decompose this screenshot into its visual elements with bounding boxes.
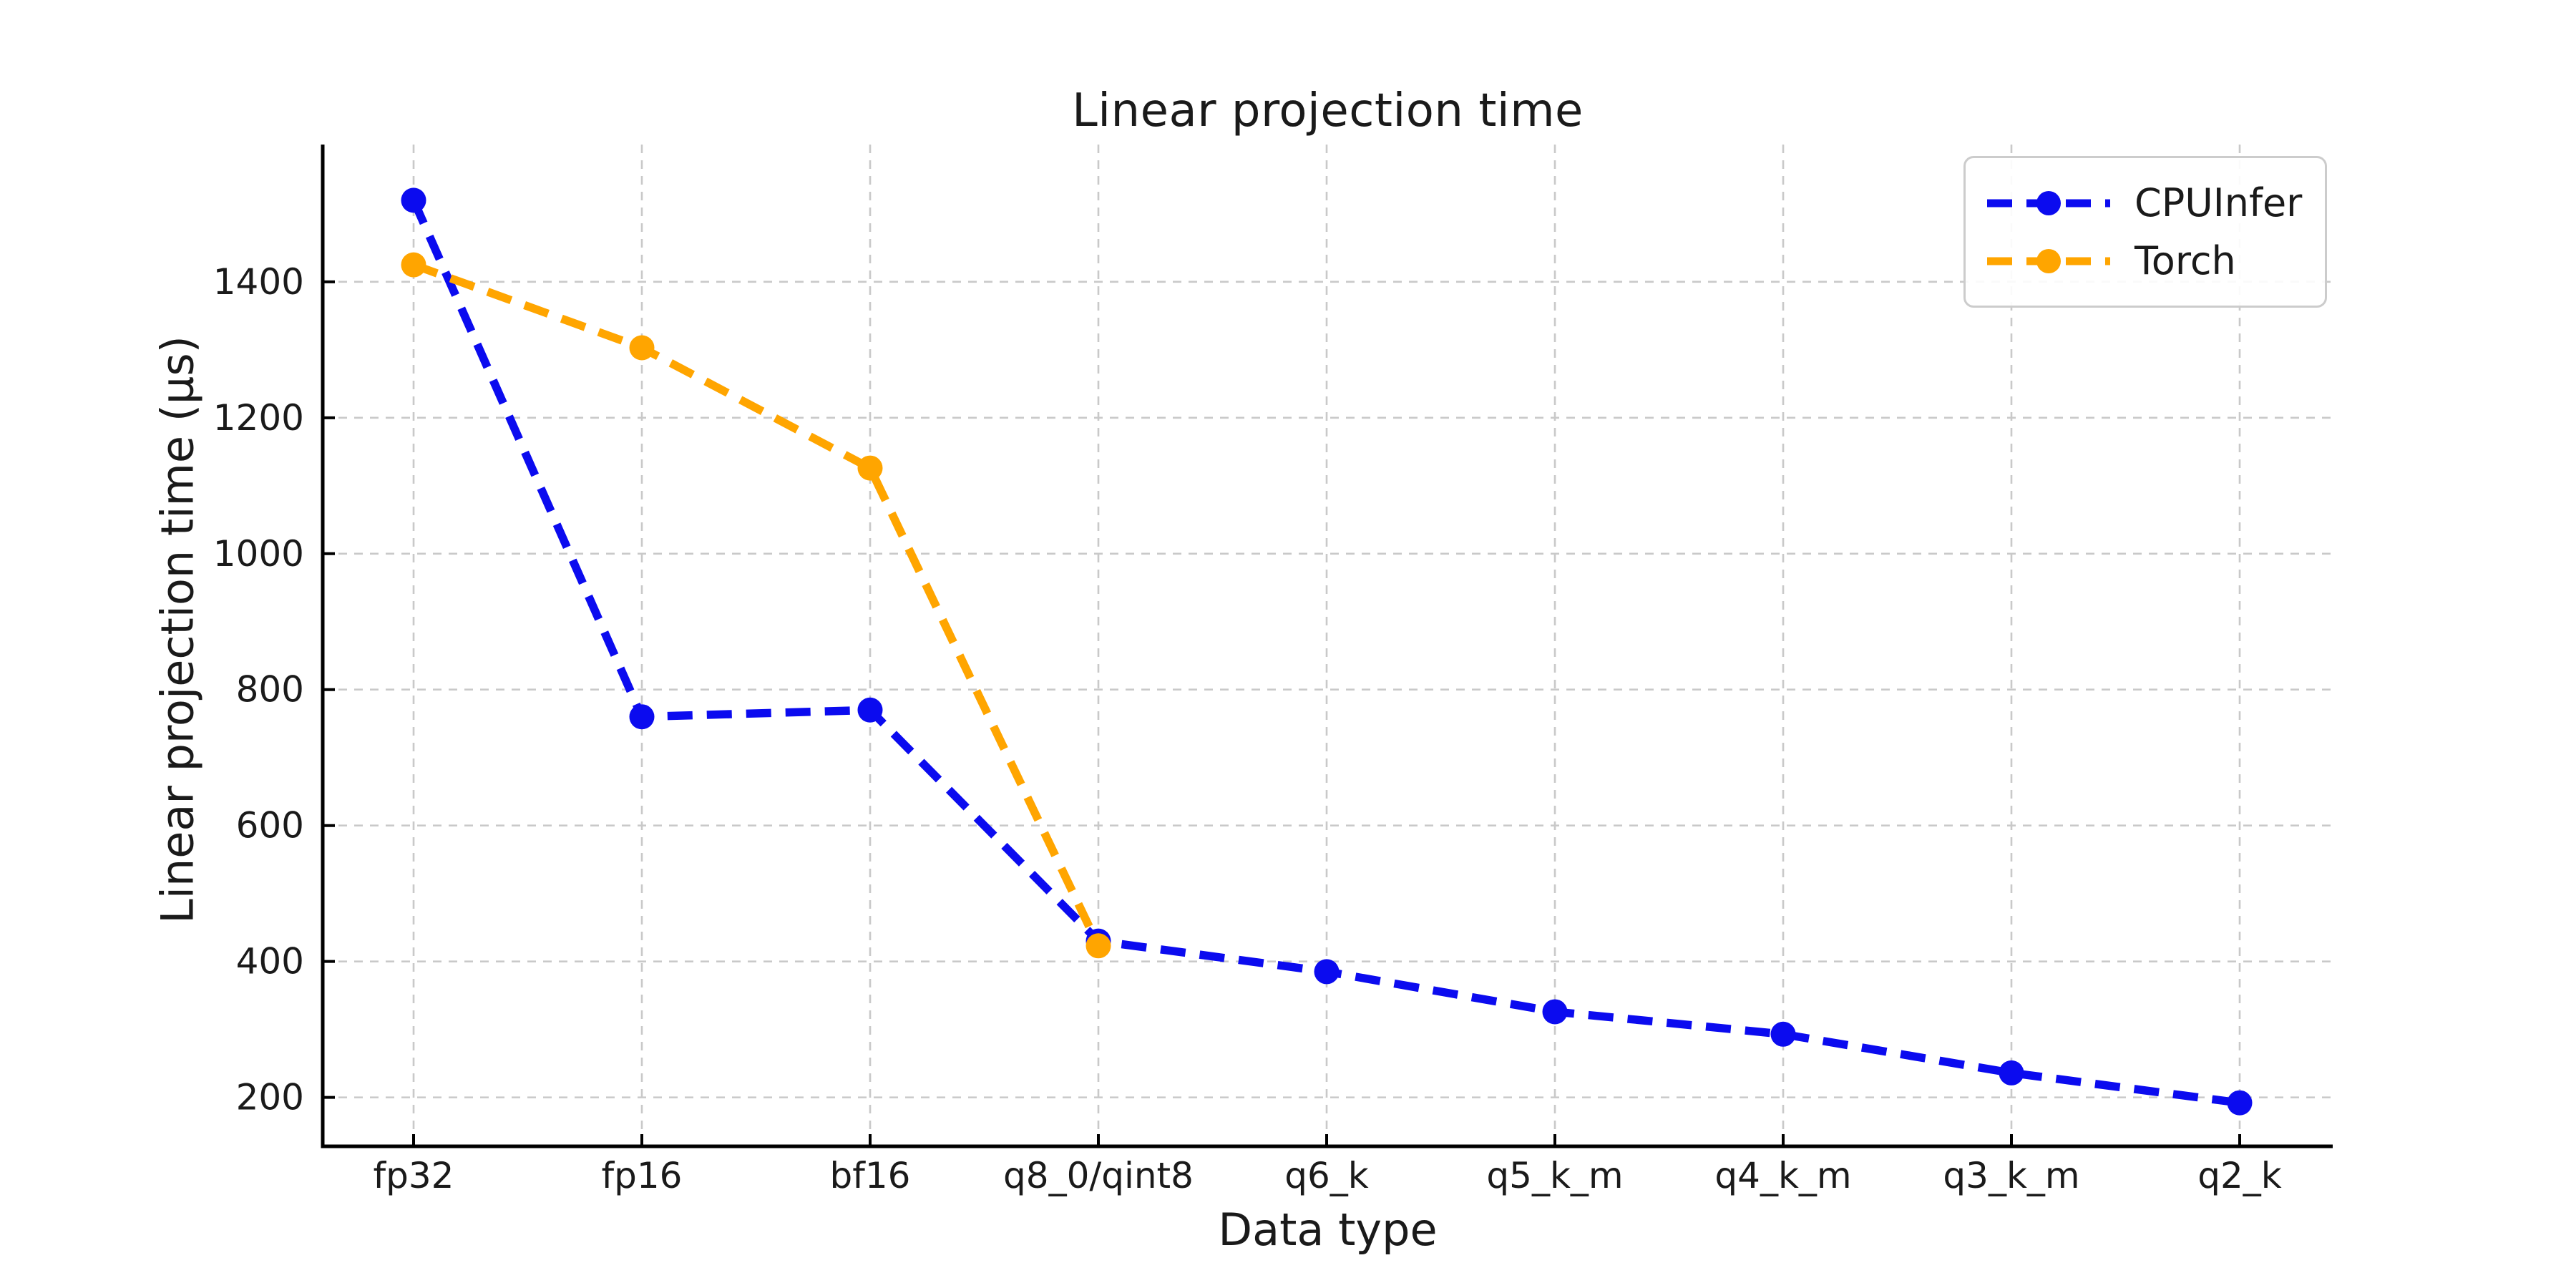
x-tick-label: q4_k_m [1714,1155,1851,1196]
x-tick-label: bf16 [830,1155,911,1196]
data-point-torch-q8_0/qint8 [1085,933,1111,959]
y-tick-label: 200 [236,1077,304,1118]
data-point-torch-fp16 [629,335,655,361]
x-axis-label: Data type [1218,1204,1438,1256]
y-axis-label: Linear projection time (µs) [151,336,204,924]
data-point-cpuinfer-bf16 [857,697,883,723]
y-tick-label: 1000 [213,533,304,575]
chart-title: Linear projection time [1072,84,1584,137]
x-tick-label: fp16 [602,1155,683,1196]
data-point-torch-bf16 [857,455,883,481]
data-point-cpuinfer-q6_k [1314,959,1340,985]
data-series [401,187,2253,1116]
legend-label-torch: Torch [2135,238,2236,283]
y-tick-label: 1200 [213,397,304,439]
tick-labels: 200 400 600 800 1000 1200 1400 fp32 fp16 bf16 q8_0… [213,261,2282,1196]
legend-label-cpuinfer: CPUInfer [2135,180,2303,225]
data-point-cpuinfer-fp16 [629,704,655,730]
y-tick-label: 600 [236,805,304,847]
data-point-torch-fp32 [401,252,426,278]
series-line-torch [412,260,1103,948]
data-point-cpuinfer-q3_k_m [1999,1060,2024,1085]
x-tick-label: q6_k [1284,1155,1369,1196]
x-tick-label: fp32 [374,1155,454,1196]
x-tick-label: q5_k_m [1486,1155,1623,1196]
gridlines [323,145,2333,1146]
data-point-cpuinfer-q2_k [2227,1090,2253,1116]
data-point-cpuinfer-q4_k_m [1770,1021,1796,1047]
x-tick-label: q8_0/qint8 [1003,1155,1194,1196]
data-point-cpuinfer-q5_k_m [1542,999,1568,1025]
legend-line-sample-cpuinfer-icon [1987,190,2110,215]
x-tick-label: q3_k_m [1943,1155,2079,1196]
y-tick-label: 800 [236,669,304,711]
data-point-cpuinfer-fp32 [401,187,426,213]
legend-line-sample-torch-icon [1987,248,2110,273]
x-tick-label: q2_k [2197,1155,2282,1196]
legend-item-torch: Torch [1984,238,2306,283]
y-tick-label: 400 [236,941,304,982]
legend-item-cpuinfer: CPUInfer [1984,180,2306,225]
legend: CPUInfer Torch [1963,156,2327,308]
y-tick-label: 1400 [213,261,304,303]
axes [321,145,2333,1148]
